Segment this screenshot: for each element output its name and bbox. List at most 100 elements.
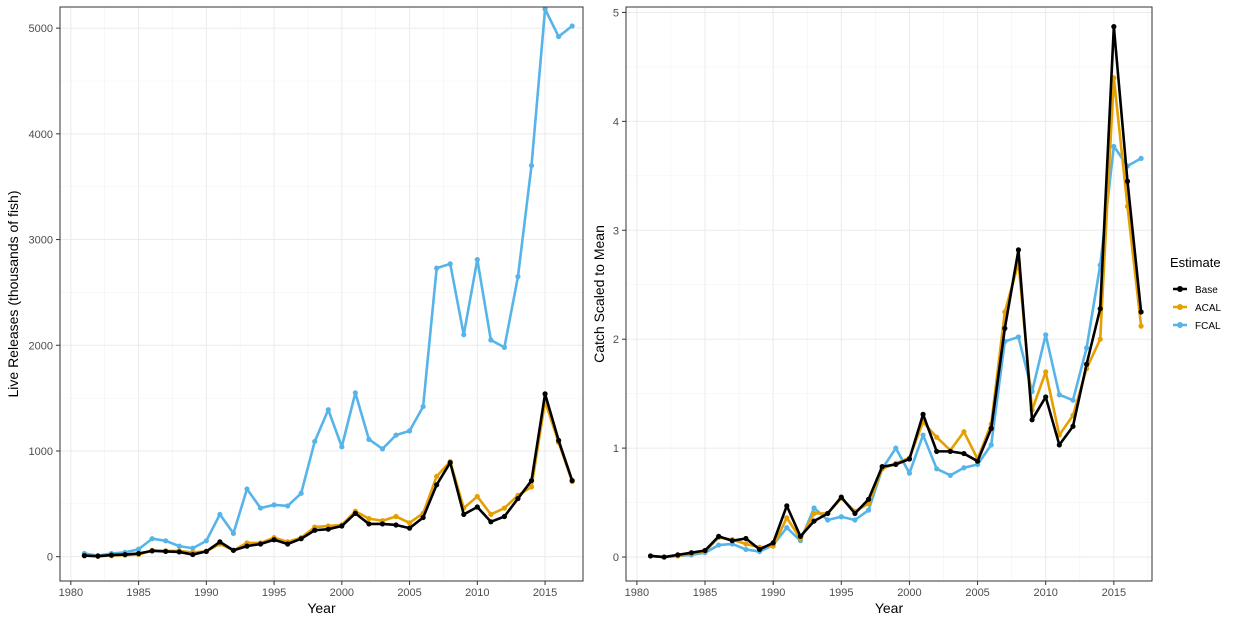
y-tick-label: 1000 xyxy=(29,446,53,458)
point-acal-2014 xyxy=(528,484,535,490)
point-acal-2010 xyxy=(474,493,480,500)
x-axis-title: Year xyxy=(875,600,904,616)
point-fcal-2017 xyxy=(1138,155,1144,161)
point-base-2004 xyxy=(393,522,399,528)
point-fcal-1990 xyxy=(203,538,209,544)
point-fcal-2008 xyxy=(1015,334,1022,340)
point-base-1996 xyxy=(285,541,291,547)
x-tick-label: 1985 xyxy=(126,587,150,599)
point-base-2016 xyxy=(1124,178,1131,184)
point-fcal-2014 xyxy=(528,162,535,169)
legend-label-base: Base xyxy=(1195,285,1218,296)
point-base-2013 xyxy=(1083,361,1090,367)
point-fcal-1993 xyxy=(811,505,817,511)
panel-live-releases: 0 1000 2000 3000 4000 5000 1980 1985 1990 1995 200… xyxy=(5,6,584,616)
point-base-1992 xyxy=(797,533,804,539)
point-fcal-2004 xyxy=(961,465,967,471)
point-base-1989 xyxy=(190,551,196,558)
y-axis-title: Catch Scaled to Mean xyxy=(591,225,607,363)
point-base-2006 xyxy=(420,514,426,521)
point-fcal-2013 xyxy=(515,273,521,280)
point-fcal-2010 xyxy=(1043,332,1049,338)
point-base-1987 xyxy=(163,548,169,555)
point-fcal-1997 xyxy=(865,507,872,513)
point-base-2016 xyxy=(556,437,562,444)
point-base-2007 xyxy=(434,482,440,488)
y-tick-label: 3 xyxy=(613,225,619,237)
point-base-2006 xyxy=(988,425,994,432)
panel-border xyxy=(59,6,584,582)
point-fcal-2007 xyxy=(434,265,440,271)
y-tick-label: 4000 xyxy=(29,129,53,141)
x-tick-label: 2005 xyxy=(965,587,989,599)
point-fcal-1996 xyxy=(852,517,858,523)
point-fcal-1995 xyxy=(838,514,844,520)
y-tick-label: 5000 xyxy=(29,23,53,35)
point-base-1996 xyxy=(852,510,858,517)
point-base-2015 xyxy=(542,391,548,397)
point-acal-2002 xyxy=(366,516,372,522)
point-base-1989 xyxy=(756,546,763,553)
point-base-2012 xyxy=(1070,423,1076,429)
point-fcal-2006 xyxy=(988,442,994,448)
point-acal-2005 xyxy=(406,520,413,526)
point-base-2004 xyxy=(961,450,967,457)
point-base-1997 xyxy=(298,536,304,542)
point-base-2000 xyxy=(339,523,345,529)
panel-border xyxy=(625,6,1153,582)
legend-key-acal-point xyxy=(1177,304,1183,310)
point-base-1992 xyxy=(230,547,237,553)
legend-item-fcal: FCAL xyxy=(1173,321,1221,332)
point-fcal-2002 xyxy=(934,466,940,472)
plot-area xyxy=(60,7,583,581)
point-base-2002 xyxy=(366,521,372,527)
x-tick-label: 1995 xyxy=(262,587,286,599)
point-fcal-2012 xyxy=(501,344,508,350)
point-fcal-1989 xyxy=(190,545,196,551)
y-tick-label: 3000 xyxy=(29,235,53,247)
point-fcal-1991 xyxy=(217,511,223,518)
point-base-2007 xyxy=(1002,325,1008,331)
point-fcal-2003 xyxy=(379,446,386,452)
point-base-2015 xyxy=(1111,24,1117,30)
point-fcal-1994 xyxy=(257,505,264,511)
point-base-1982 xyxy=(95,553,101,559)
point-base-2017 xyxy=(569,477,575,484)
point-fcal-2013 xyxy=(1083,345,1090,351)
point-base-1994 xyxy=(257,541,264,547)
x-tick-label: 2000 xyxy=(330,587,354,599)
point-base-2012 xyxy=(501,513,508,520)
point-fcal-2000 xyxy=(906,470,913,476)
point-acal-1988 xyxy=(743,541,749,547)
point-base-2009 xyxy=(461,511,467,518)
point-base-1999 xyxy=(893,461,899,468)
x-tick-label: 1980 xyxy=(625,587,649,599)
point-base-1985 xyxy=(702,547,708,554)
point-acal-2011 xyxy=(488,511,494,518)
y-tick-label: 0 xyxy=(613,552,619,564)
point-fcal-2011 xyxy=(488,337,494,343)
point-base-1993 xyxy=(811,518,817,524)
point-base-2011 xyxy=(488,519,494,525)
x-tick-label: 1985 xyxy=(693,587,717,599)
point-base-2001 xyxy=(920,411,926,417)
legend-label-fcal: FCAL xyxy=(1195,321,1221,332)
point-fcal-1994 xyxy=(825,517,831,523)
x-tick-label: 2015 xyxy=(533,587,557,599)
point-fcal-1988 xyxy=(743,546,749,553)
point-base-2000 xyxy=(906,456,913,462)
point-fcal-2005 xyxy=(406,428,413,434)
point-acal-2004 xyxy=(961,429,967,435)
point-fcal-2011 xyxy=(1056,392,1062,398)
point-base-1987 xyxy=(729,538,735,544)
point-base-2008 xyxy=(1015,247,1022,253)
legend: Estimate Base ACAL FCAL xyxy=(1170,255,1222,332)
point-fcal-1997 xyxy=(298,490,304,496)
point-base-1991 xyxy=(217,539,223,545)
point-base-1983 xyxy=(675,552,681,558)
point-fcal-2015 xyxy=(1111,143,1117,150)
point-fcal-2016 xyxy=(556,33,562,40)
x-tick-label: 1995 xyxy=(829,587,853,599)
x-tick-label: 2010 xyxy=(1033,587,1057,599)
